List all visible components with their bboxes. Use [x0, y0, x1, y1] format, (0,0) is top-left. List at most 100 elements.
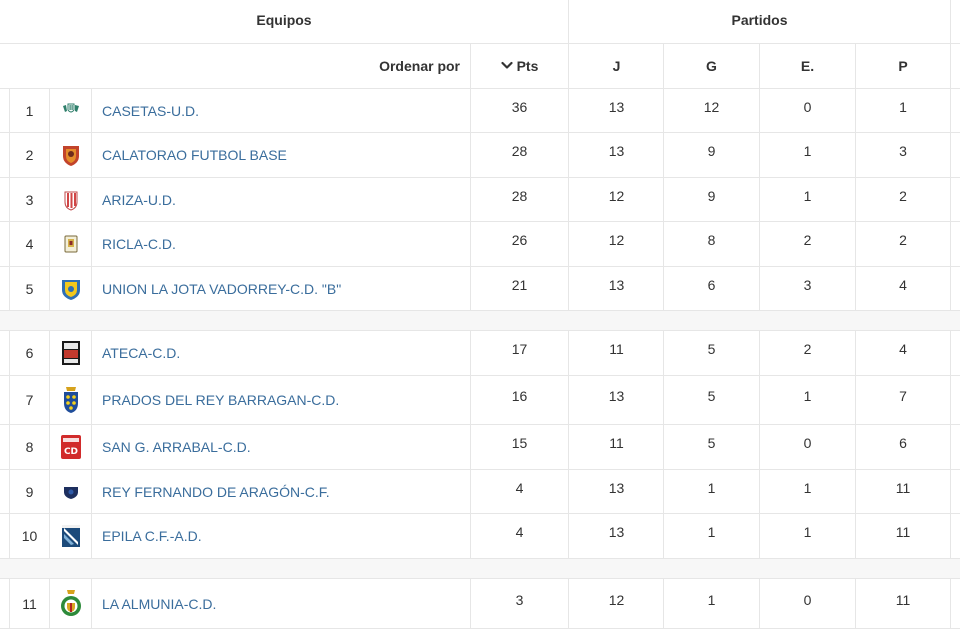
points-value: 36: [470, 89, 569, 132]
lost-value: 2: [856, 222, 951, 266]
position: 9: [10, 470, 50, 513]
drawn-value: 2: [760, 222, 856, 266]
drawn-value: 3: [760, 267, 856, 310]
lost-value: 11: [856, 470, 951, 513]
san-g-arrabal-crest-icon: CD: [60, 435, 81, 459]
played-value: 13: [570, 267, 664, 310]
team-link[interactable]: CASETAS-U.D.: [102, 102, 199, 119]
ricla-crest-icon: [64, 235, 77, 253]
played-value: 11: [570, 425, 664, 469]
points-value: 21: [470, 267, 569, 310]
points-value: 16: [470, 376, 569, 424]
won-value: 9: [664, 133, 760, 177]
table-row: 4 RICLA-C.D. 26 12 8 2 2: [0, 222, 960, 267]
table-row: 8 CD SAN G. ARRABAL-C.D. 15 11 5 0 6: [0, 425, 960, 470]
team-link[interactable]: PRADOS DEL REY BARRAGAN-C.D.: [102, 392, 340, 408]
group-separator: [0, 311, 960, 331]
lost-value: 2: [856, 178, 951, 221]
won-value: 5: [664, 425, 760, 469]
played-value: 12: [570, 178, 664, 221]
points-value: 4: [470, 470, 569, 513]
played-value: 13: [570, 514, 664, 558]
table-row: 11 LA ALMUNIA-C.D. 3 12 1 0 11: [0, 579, 960, 629]
team-badge: [50, 267, 92, 310]
position: 5: [10, 267, 50, 310]
lost-value: 1: [856, 89, 951, 132]
position: 4: [10, 222, 50, 266]
team-link[interactable]: REY FERNANDO DE ARAGÓN-C.F.: [102, 483, 330, 500]
position: 7: [10, 376, 50, 424]
position: 6: [10, 331, 50, 375]
points-column-label: Pts: [516, 58, 539, 74]
team-badge: [50, 133, 92, 177]
won-value: 5: [664, 376, 760, 424]
group-header-row: Equipos Partidos: [0, 0, 960, 44]
position: 11: [10, 579, 50, 628]
points-value: 3: [470, 579, 569, 628]
team-link[interactable]: ARIZA-U.D.: [102, 191, 176, 208]
won-value: 5: [664, 331, 760, 375]
played-value: 12: [570, 222, 664, 266]
drawn-value: 1: [760, 514, 856, 558]
team-badge: [50, 89, 92, 132]
team-link[interactable]: LA ALMUNIA-C.D.: [102, 595, 217, 612]
won-value: 9: [664, 178, 760, 221]
won-value: 1: [664, 514, 760, 558]
lost-value: 7: [856, 376, 951, 424]
team-badge: [50, 178, 92, 221]
team-link[interactable]: UNION LA JOTA VADORREY-C.D. "B": [102, 280, 342, 297]
calatorao-crest-icon: [62, 146, 79, 166]
rey-fernando-crest-icon: [63, 486, 78, 499]
played-value: 13: [570, 376, 664, 424]
team-link[interactable]: ATECA-C.D.: [102, 345, 181, 361]
epila-crest-icon: [61, 525, 80, 547]
drawn-column-header: E.: [760, 44, 856, 88]
won-value: 8: [664, 222, 760, 266]
position: 3: [10, 178, 50, 221]
drawn-value: 1: [760, 178, 856, 221]
team-badge: [50, 470, 92, 513]
team-link[interactable]: SAN G. ARRABAL-C.D.: [102, 439, 251, 455]
won-column-header: G: [664, 44, 760, 88]
points-value: 28: [470, 133, 569, 177]
team-link[interactable]: CALATORAO FUTBOL BASE: [102, 147, 287, 163]
played-value: 13: [570, 133, 664, 177]
table-row: 7 PRADOS DEL REY BARRAGAN-C.D. 16 13 5 1…: [0, 376, 960, 425]
team-link[interactable]: RICLA-C.D.: [102, 236, 176, 252]
played-value: 12: [570, 579, 664, 628]
order-by-label: Ordenar por: [379, 58, 460, 74]
points-value: 26: [470, 222, 569, 266]
column-header-row: Ordenar por Pts J G E. P: [0, 44, 960, 89]
lost-value: 11: [856, 579, 951, 628]
drawn-value: 1: [760, 133, 856, 177]
ateca-crest-icon: [61, 341, 80, 365]
table-row: 3 ARIZA-U.D. 28 12 9 1 2: [0, 178, 960, 222]
drawn-value: 0: [760, 425, 856, 469]
svg-text:CD: CD: [63, 447, 77, 457]
chevron-down-icon: [500, 62, 513, 69]
team-badge: [50, 331, 92, 375]
sort-by-points-button[interactable]: Pts: [470, 44, 569, 88]
team-badge: [50, 376, 92, 424]
ariza-crest-icon: [64, 191, 77, 211]
union-la-jota-crest-icon: [61, 279, 80, 300]
team-badge: [50, 514, 92, 558]
team-badge: [50, 222, 92, 266]
casetas-crest-icon: [62, 103, 79, 112]
team-link[interactable]: EPILA C.F.-A.D.: [102, 528, 202, 544]
lost-value: 4: [856, 331, 951, 375]
drawn-value: 1: [760, 376, 856, 424]
equipos-group-header: Equipos: [0, 0, 569, 43]
lost-value: 6: [856, 425, 951, 469]
prados-del-rey-crest-icon: [63, 387, 78, 413]
won-value: 1: [664, 470, 760, 513]
table-row: 10 EPILA C.F.-A.D. 4 13 1 1 11: [0, 514, 960, 559]
points-value: 28: [470, 178, 569, 221]
drawn-value: 2: [760, 331, 856, 375]
la-almunia-crest-icon: [60, 589, 81, 616]
lost-value: 4: [856, 267, 951, 310]
lost-value: 11: [856, 514, 951, 558]
position: 10: [10, 514, 50, 558]
lost-column-header: P: [856, 44, 951, 88]
position: 1: [10, 89, 50, 132]
